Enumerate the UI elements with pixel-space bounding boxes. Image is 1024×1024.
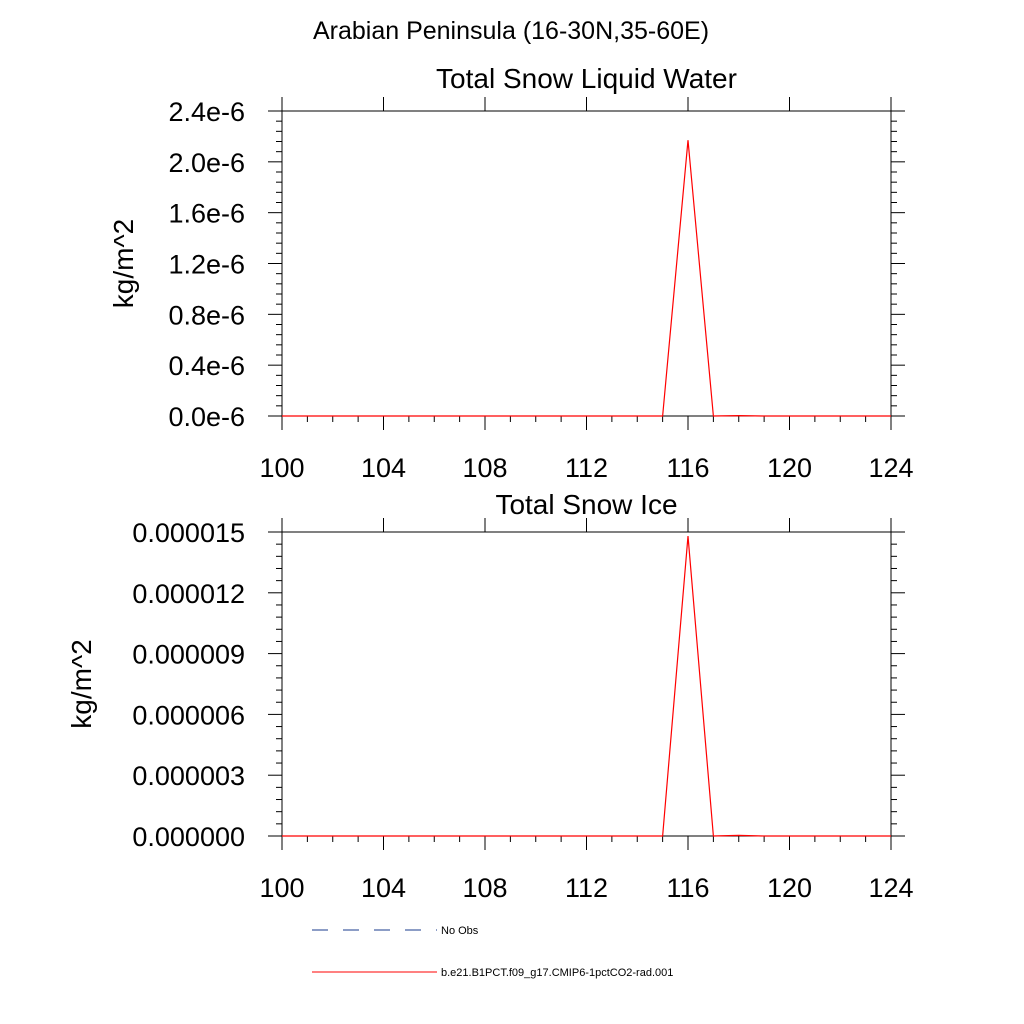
panel1-x-tick-label: 120 [767, 453, 812, 483]
panel2-x-tick-label: 116 [666, 873, 709, 903]
panel1-x-tick-label: 116 [666, 453, 709, 483]
panel1-y-tick-label: 2.4e-6 [168, 97, 245, 127]
panel1-x-tick-label: 100 [259, 453, 304, 483]
panel1-x-tick-label: 104 [361, 453, 406, 483]
panel2-x-tick-label: 104 [361, 873, 406, 903]
panel2-y-tick-label: 0.000015 [132, 518, 245, 548]
panel1-x-tick-label: 112 [565, 453, 608, 483]
panel1-title: Total Snow Liquid Water [436, 63, 737, 94]
panel1-series-line [282, 140, 891, 417]
panel2-y-tick-label: 0.000006 [132, 700, 245, 730]
panel1-group [268, 97, 905, 430]
panel2-title: Total Snow Ice [495, 489, 677, 520]
panel2-y-tick-label: 0.000012 [132, 579, 245, 609]
panel2-x-tick-label: 108 [462, 873, 507, 903]
panel2-x-tick-label: 100 [259, 873, 304, 903]
panel2-y-tick-label: 0.000000 [132, 822, 245, 852]
panel2-x-tick-label: 112 [565, 873, 608, 903]
panel2-series-line [282, 535, 891, 837]
panel1-y-tick-label: 2.0e-6 [168, 148, 245, 178]
panel2-group [268, 518, 905, 850]
legend-label-2: b.e21.B1PCT.f09_g17.CMIP6-1pctCO2-rad.00… [441, 967, 673, 979]
panel1-y-tick-label: 1.6e-6 [168, 199, 245, 229]
legend-label-1: No Obs [441, 925, 479, 937]
panel2-plot-frame [281, 531, 892, 837]
panel1-x-tick-label: 108 [462, 453, 507, 483]
panel1-y-tick-label: 0.8e-6 [168, 300, 245, 330]
panel2-y-tick-label: 0.000003 [132, 761, 245, 791]
panel1-y-tick-label: 1.2e-6 [168, 250, 245, 280]
panel1-plot-frame [281, 110, 892, 417]
panel2-x-tick-label: 124 [868, 873, 913, 903]
panel2-y-tick-label: 0.000009 [132, 640, 245, 670]
panel2-x-tick-label: 120 [767, 873, 812, 903]
panel2-y-axis-label: kg/m^2 [66, 639, 97, 728]
figure-main-title: Arabian Peninsula (16-30N,35-60E) [312, 17, 710, 45]
panel1-y-axis-label: kg/m^2 [108, 219, 139, 308]
panel1-x-tick-label: 124 [868, 453, 913, 483]
panel1-y-tick-label: 0.4e-6 [168, 351, 245, 381]
panel1-y-tick-label: 0.0e-6 [168, 402, 245, 432]
